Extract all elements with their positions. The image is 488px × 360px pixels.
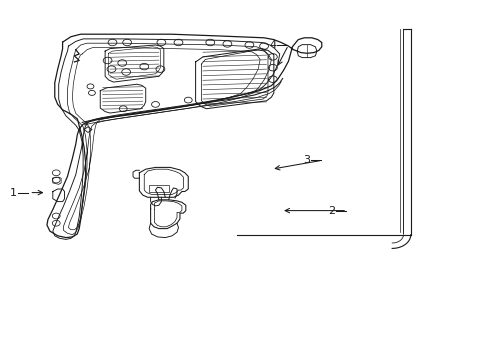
Bar (149, 185, 168, 192)
Text: 4: 4 (268, 40, 276, 50)
Text: 3: 3 (303, 155, 310, 165)
Text: 2: 2 (327, 206, 334, 216)
Text: 1: 1 (10, 188, 17, 198)
